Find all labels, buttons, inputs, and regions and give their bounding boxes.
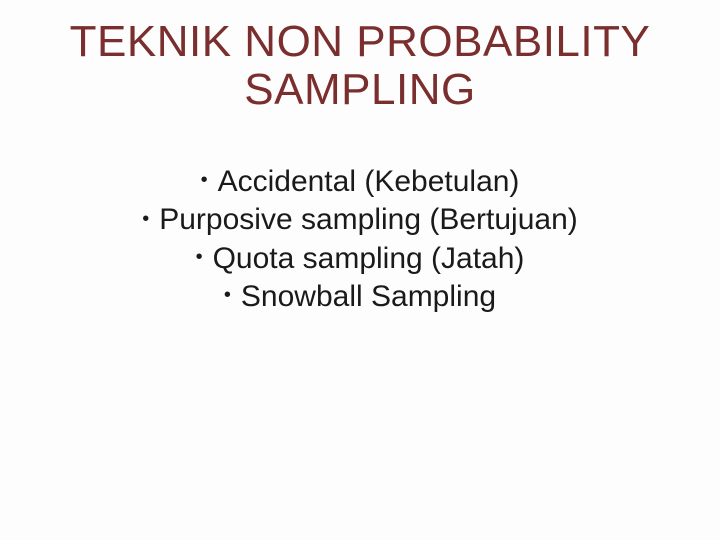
bullet-text: Purposive sampling (Bertujuan)	[159, 203, 578, 236]
list-item: • Accidental (Kebetulan)	[28, 163, 692, 201]
bullet-text: Accidental (Kebetulan)	[218, 165, 520, 198]
list-item: • Snowball Sampling	[28, 278, 692, 316]
list-item: • Purposive sampling (Bertujuan)	[28, 201, 692, 239]
title-line-1: TEKNIK NON PROBABILITY	[70, 17, 651, 66]
bullet-icon: •	[142, 207, 149, 233]
slide-title: TEKNIK NON PROBABILITY SAMPLING	[28, 18, 692, 113]
slide: TEKNIK NON PROBABILITY SAMPLING • Acciden…	[0, 0, 720, 540]
list-item: • Quota sampling (Jatah)	[28, 240, 692, 278]
bullet-text: Snowball Sampling	[241, 280, 496, 313]
bullet-icon: •	[196, 245, 203, 271]
bullet-icon: •	[224, 283, 231, 309]
title-line-2: SAMPLING	[244, 65, 475, 114]
bullet-icon: •	[201, 168, 208, 194]
bullet-text: Quota sampling (Jatah)	[213, 242, 525, 275]
bullet-list: • Accidental (Kebetulan) • Purposive sampl…	[28, 163, 692, 317]
